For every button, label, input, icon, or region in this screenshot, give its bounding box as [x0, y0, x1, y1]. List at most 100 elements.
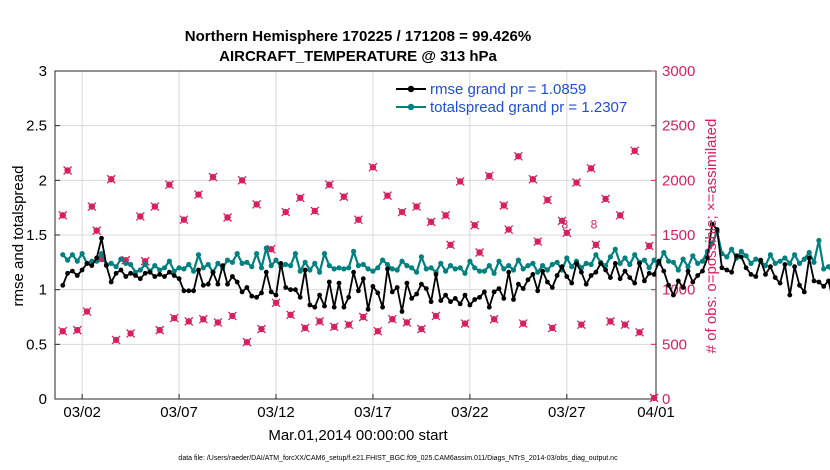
- totalspread-point: [491, 270, 497, 276]
- obs-assimilated-marker: [397, 207, 407, 217]
- rmse-point: [632, 280, 638, 286]
- y-right-tick-label: 1500: [662, 227, 695, 244]
- totalspread-point: [273, 257, 279, 263]
- rmse-point: [569, 280, 575, 286]
- totalspread-point: [806, 249, 812, 256]
- totalspread-point: [74, 258, 80, 264]
- obs-assimilated-marker: [252, 199, 262, 209]
- obs-count-point: [426, 217, 436, 227]
- obs-assimilated-marker: [310, 206, 320, 216]
- rmse-point: [317, 292, 322, 298]
- x-tick-label: 03/22: [451, 404, 489, 421]
- totalspread-point: [438, 260, 444, 266]
- totalspread-point: [336, 265, 342, 271]
- obs-assimilated-marker: [542, 195, 552, 205]
- obs-count-point: [562, 228, 572, 238]
- rmse-point: [511, 297, 516, 302]
- totalspread-point: [477, 268, 483, 274]
- totalspread-point: [796, 260, 803, 266]
- rmse-point: [719, 265, 725, 271]
- obs-count-point: [547, 323, 557, 333]
- rmse-point: [336, 280, 342, 286]
- rmse-point: [360, 276, 366, 282]
- obs-assimilated-marker: [82, 307, 92, 316]
- totalspread-point: [617, 260, 623, 266]
- obs-assimilated-marker: [179, 215, 189, 225]
- rmse-point: [346, 294, 352, 300]
- obs-count-point: [126, 328, 136, 338]
- totalspread-point: [724, 254, 730, 260]
- obs-count-point: [257, 324, 266, 334]
- obs-assimilated-marker: [135, 211, 145, 221]
- obs-count-point: [397, 207, 407, 217]
- rmse-point: [220, 263, 226, 268]
- totalspread-point: [762, 263, 769, 269]
- obs-assimilated-marker: [383, 191, 392, 201]
- rmse-point: [394, 285, 400, 290]
- series-rmse: [60, 221, 830, 314]
- totalspread-point: [612, 246, 618, 252]
- obs-assimilated-marker: [358, 312, 368, 322]
- rmse-point: [142, 270, 148, 276]
- totalspread-point: [554, 259, 560, 265]
- obs-assimilated-marker: [484, 171, 494, 181]
- obs-count-point: [576, 320, 586, 330]
- rmse-point: [535, 288, 541, 294]
- totalspread-point: [535, 269, 541, 275]
- rmse-point: [137, 276, 143, 282]
- totalspread-point: [457, 265, 463, 271]
- rmse-point: [448, 299, 453, 305]
- obs-count-point: [460, 319, 470, 329]
- rmse-point: [540, 268, 545, 274]
- totalspread-point: [738, 248, 744, 254]
- y-left-tick-label: 3: [39, 63, 47, 80]
- totalspread-point: [472, 265, 478, 271]
- totalspread-point: [224, 257, 231, 263]
- x-tick-label: 03/12: [257, 404, 295, 421]
- totalspread-point: [375, 265, 381, 271]
- rmse-point: [574, 261, 579, 266]
- rmse-point: [167, 269, 172, 275]
- obs-count-point: [184, 316, 194, 326]
- obs-assimilated-marker: [615, 210, 625, 220]
- totalspread-point: [709, 241, 715, 247]
- obs-assimilated-marker: [237, 175, 247, 185]
- rmse-point: [230, 274, 235, 279]
- obs-count-point: [252, 199, 262, 209]
- rmse-point: [530, 272, 536, 277]
- obs-assimilated-marker: [601, 194, 611, 204]
- totalspread-point: [443, 268, 449, 274]
- y-left-tick-label: 2: [39, 172, 47, 189]
- obs-count-point: [135, 211, 145, 221]
- obs-count-point: [344, 320, 354, 330]
- obs-count-point: [164, 180, 174, 190]
- rmse-point: [612, 261, 618, 266]
- totalspread-point: [525, 263, 531, 269]
- totalspread-point: [622, 255, 628, 261]
- rmse-point: [380, 304, 385, 310]
- totalspread-point: [360, 261, 366, 268]
- obs-count-point: [208, 172, 218, 182]
- rmse-point: [123, 274, 129, 279]
- obs-assimilated-marker: [504, 225, 514, 234]
- y-right-tick-label: 2000: [662, 172, 695, 189]
- rmse-point: [89, 263, 95, 268]
- rmse-point: [191, 288, 197, 294]
- obs-count-point: [605, 316, 615, 326]
- obs-assimilated-marker: [499, 201, 509, 210]
- obs-assimilated-marker: [150, 202, 160, 212]
- totalspread-point: [302, 259, 308, 265]
- obs-count-point: [223, 213, 233, 222]
- chart-title-line1: Northern Hemisphere 170225 / 171208 = 99…: [185, 28, 531, 45]
- rmse-point: [331, 304, 337, 310]
- obs-assimilated-marker: [426, 217, 436, 227]
- rmse-point: [133, 273, 138, 278]
- rmse-point: [186, 288, 192, 294]
- totalspread-point: [414, 269, 420, 275]
- totalspread-point: [341, 266, 347, 272]
- rmse-point: [423, 286, 429, 291]
- totalspread-point: [811, 259, 817, 265]
- obs-assimilated-marker: [208, 172, 218, 182]
- x-axis-ticks: 03/02 03/07 03/12 03/17 03/22 03/27 04/01: [63, 404, 674, 421]
